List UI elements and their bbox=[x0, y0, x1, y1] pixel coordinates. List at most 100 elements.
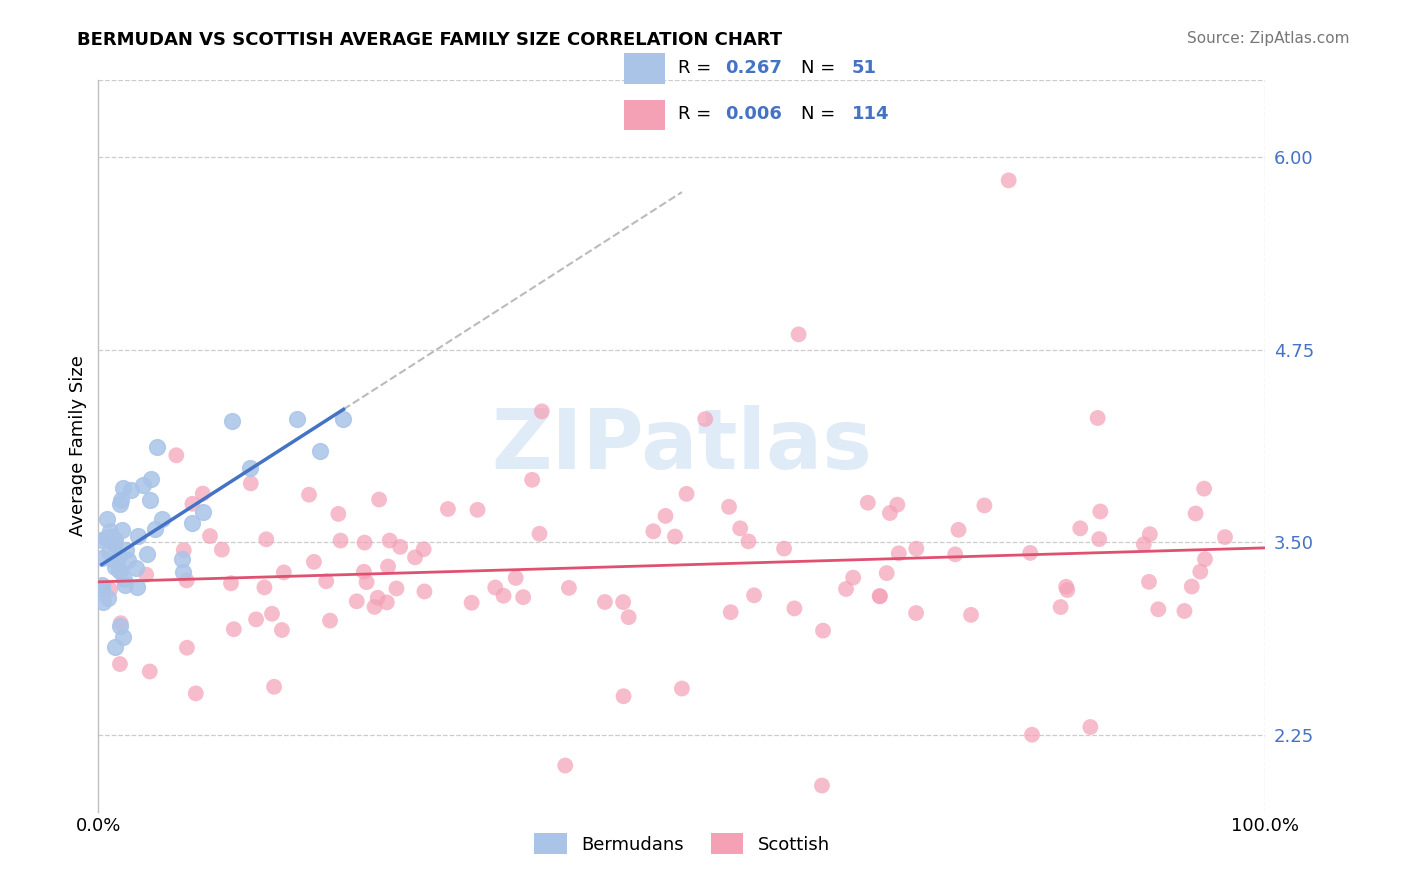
Point bbox=[271, 623, 294, 637]
Point bbox=[176, 640, 198, 655]
Point bbox=[108, 564, 131, 578]
Point bbox=[97, 591, 120, 606]
Point bbox=[221, 414, 243, 428]
Point bbox=[98, 530, 121, 544]
Text: 114: 114 bbox=[852, 105, 890, 123]
Point bbox=[520, 473, 543, 487]
Point bbox=[1090, 504, 1112, 518]
Point bbox=[108, 549, 131, 564]
Point bbox=[856, 496, 879, 510]
Point bbox=[842, 571, 865, 585]
Point bbox=[104, 640, 127, 654]
Text: N =: N = bbox=[801, 59, 841, 77]
Point bbox=[835, 582, 858, 596]
Point bbox=[773, 541, 796, 556]
Text: 0.267: 0.267 bbox=[725, 59, 782, 77]
Point bbox=[973, 499, 995, 513]
Point bbox=[905, 606, 928, 620]
Point bbox=[114, 577, 136, 591]
Point bbox=[136, 547, 159, 561]
Point bbox=[1133, 537, 1156, 551]
Point bbox=[104, 533, 127, 548]
Point bbox=[1056, 582, 1078, 597]
Point bbox=[671, 681, 693, 696]
Point bbox=[943, 548, 966, 562]
Point bbox=[176, 574, 198, 588]
Y-axis label: Average Family Size: Average Family Size bbox=[69, 356, 87, 536]
Point bbox=[173, 543, 195, 558]
Point bbox=[139, 665, 162, 679]
Point bbox=[315, 574, 337, 589]
Point bbox=[146, 440, 169, 454]
Point bbox=[96, 531, 118, 545]
Point bbox=[869, 589, 891, 603]
Point bbox=[643, 524, 665, 539]
Point bbox=[811, 779, 834, 793]
Point bbox=[505, 571, 527, 585]
Point bbox=[887, 546, 910, 560]
Point bbox=[309, 443, 332, 458]
Point bbox=[165, 448, 187, 462]
Point bbox=[111, 482, 134, 496]
Point bbox=[93, 594, 115, 608]
Point bbox=[172, 552, 194, 566]
Point bbox=[997, 173, 1019, 187]
Point bbox=[90, 578, 112, 592]
Point bbox=[1137, 574, 1160, 589]
Point bbox=[1139, 527, 1161, 541]
Point bbox=[108, 657, 131, 671]
Point bbox=[613, 690, 636, 704]
Point bbox=[377, 559, 399, 574]
Point bbox=[184, 686, 207, 700]
Point bbox=[728, 521, 751, 535]
Point bbox=[742, 588, 765, 602]
Point bbox=[356, 575, 378, 590]
Point bbox=[612, 595, 634, 609]
Point bbox=[90, 551, 112, 566]
Point bbox=[617, 610, 640, 624]
Point bbox=[98, 582, 121, 597]
Point bbox=[141, 472, 163, 486]
Point bbox=[127, 580, 149, 594]
Point bbox=[107, 564, 129, 578]
Point bbox=[298, 488, 321, 502]
Point bbox=[135, 567, 157, 582]
Point bbox=[1049, 600, 1071, 615]
Point bbox=[145, 522, 167, 536]
Point bbox=[492, 589, 515, 603]
Point bbox=[1147, 602, 1170, 616]
Point bbox=[363, 599, 385, 614]
Point bbox=[263, 680, 285, 694]
Point bbox=[211, 542, 233, 557]
Point bbox=[484, 581, 506, 595]
Point bbox=[346, 594, 368, 608]
Point bbox=[869, 589, 891, 603]
Point bbox=[1189, 565, 1212, 579]
Point bbox=[886, 498, 908, 512]
Point bbox=[260, 607, 283, 621]
Point bbox=[110, 492, 132, 507]
Text: 0.006: 0.006 bbox=[725, 105, 782, 123]
Point bbox=[96, 512, 118, 526]
Point bbox=[332, 412, 354, 426]
Point bbox=[737, 534, 759, 549]
Point bbox=[219, 576, 242, 591]
Point bbox=[319, 614, 342, 628]
Point bbox=[1088, 532, 1111, 546]
Point bbox=[437, 502, 460, 516]
Point bbox=[285, 412, 308, 426]
Point bbox=[718, 500, 741, 514]
Point bbox=[353, 565, 375, 579]
Point bbox=[125, 561, 148, 575]
Point bbox=[329, 533, 352, 548]
Point bbox=[98, 544, 121, 558]
Point bbox=[198, 529, 221, 543]
Point bbox=[948, 523, 970, 537]
Point bbox=[385, 582, 408, 596]
Text: R =: R = bbox=[678, 59, 717, 77]
Point bbox=[905, 541, 928, 556]
Point bbox=[1054, 580, 1077, 594]
Point bbox=[90, 582, 112, 596]
Point bbox=[172, 565, 194, 579]
Text: Source: ZipAtlas.com: Source: ZipAtlas.com bbox=[1187, 31, 1350, 46]
